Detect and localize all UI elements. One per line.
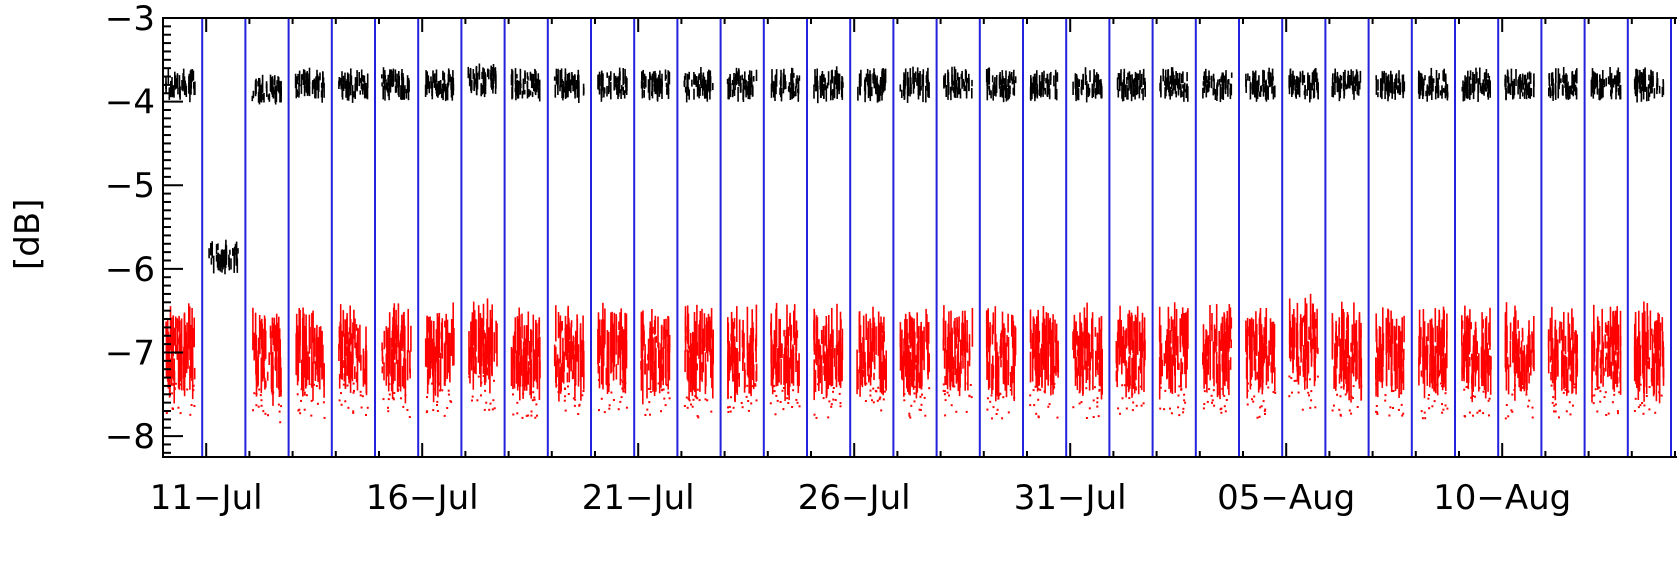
data-point (251, 74, 282, 105)
data-point (424, 68, 455, 102)
data-point (1547, 306, 1579, 419)
x-tick-label: 21−Jul (582, 478, 695, 518)
data-point (1633, 67, 1665, 103)
data-point (1245, 67, 1276, 102)
data-point (1159, 67, 1189, 102)
data-point (1331, 301, 1363, 417)
plot-frame (162, 17, 1677, 458)
data-point (942, 305, 974, 417)
data-point (640, 309, 671, 416)
y-tick-label: −4 (105, 83, 155, 123)
data-point (1072, 302, 1103, 419)
data-point (1504, 68, 1535, 101)
data-point (640, 69, 671, 102)
x-tick-label: 05−Aug (1217, 478, 1355, 518)
data-point (769, 302, 801, 416)
y-tick-label: −3 (105, 0, 155, 39)
data-point (381, 303, 412, 418)
data-point (1029, 69, 1059, 102)
data-point (252, 307, 283, 424)
data-point (381, 67, 410, 101)
data-point (338, 68, 369, 103)
data-point (1591, 304, 1622, 416)
data-point (1590, 67, 1622, 101)
axes-group (162, 17, 1677, 458)
data-point (1461, 305, 1492, 418)
data-point (856, 306, 887, 412)
data-point (770, 67, 801, 102)
data-point (424, 302, 455, 417)
data-point (1375, 307, 1405, 417)
x-tick-label: 16−Jul (366, 478, 479, 518)
x-tick-label: 11−Jul (150, 478, 263, 518)
data-point (1029, 306, 1060, 419)
data-point (597, 67, 628, 102)
y-axis-label: [dB] (8, 198, 48, 270)
data-point (1245, 308, 1277, 419)
data-point (208, 239, 239, 275)
data-point (683, 304, 714, 419)
x-tick-label: 31−Jul (1014, 478, 1127, 518)
data-point (294, 67, 325, 103)
data-point (1115, 305, 1146, 415)
data-point (467, 63, 497, 98)
data-point (1418, 306, 1449, 420)
data-point (1116, 68, 1146, 102)
data-point (338, 304, 369, 416)
data-point (1288, 293, 1319, 411)
data-point (1202, 68, 1233, 103)
data-point (985, 67, 1017, 103)
y-tick-label: −8 (105, 417, 155, 457)
data-point (510, 307, 541, 419)
data-point (727, 304, 758, 413)
data-point (1504, 302, 1535, 420)
data-point (1288, 68, 1319, 103)
data-point (1375, 70, 1406, 102)
data-point (1202, 304, 1233, 414)
data-point (553, 68, 585, 103)
data-point (1072, 67, 1103, 103)
data-point (813, 66, 844, 104)
x-tick-label: 10−Aug (1433, 478, 1571, 518)
data-point (1548, 67, 1578, 101)
data-point (683, 67, 714, 103)
x-tick-label: 26−Jul (798, 478, 911, 518)
data-point (985, 306, 1017, 420)
data-point (1158, 302, 1189, 417)
data-point (510, 68, 541, 102)
data-point (943, 66, 973, 101)
y-tick-label: −7 (105, 333, 155, 373)
data-point (857, 68, 887, 103)
y-tick-label: −6 (105, 250, 155, 290)
tick-label-group: −3 −4 −5 −6 −7 −8 11−Jul 16−Jul 21−Jul 26−Jul 31−J… (105, 0, 1571, 518)
y-tick-label: −5 (105, 166, 155, 206)
data-point (295, 307, 326, 419)
data-point (899, 66, 930, 103)
data-point (813, 303, 844, 419)
data-point (1331, 68, 1362, 102)
data-point (1417, 67, 1449, 102)
data-point (165, 303, 196, 416)
series-group (165, 63, 1665, 424)
vertical-marker-group (201, 18, 1672, 457)
data-point (553, 305, 585, 415)
data-point (165, 68, 196, 103)
data-point (597, 302, 628, 414)
data-point (1461, 67, 1491, 102)
data-point (468, 298, 498, 411)
data-point (726, 67, 758, 102)
data-point (899, 308, 931, 419)
data-point (1633, 301, 1665, 415)
